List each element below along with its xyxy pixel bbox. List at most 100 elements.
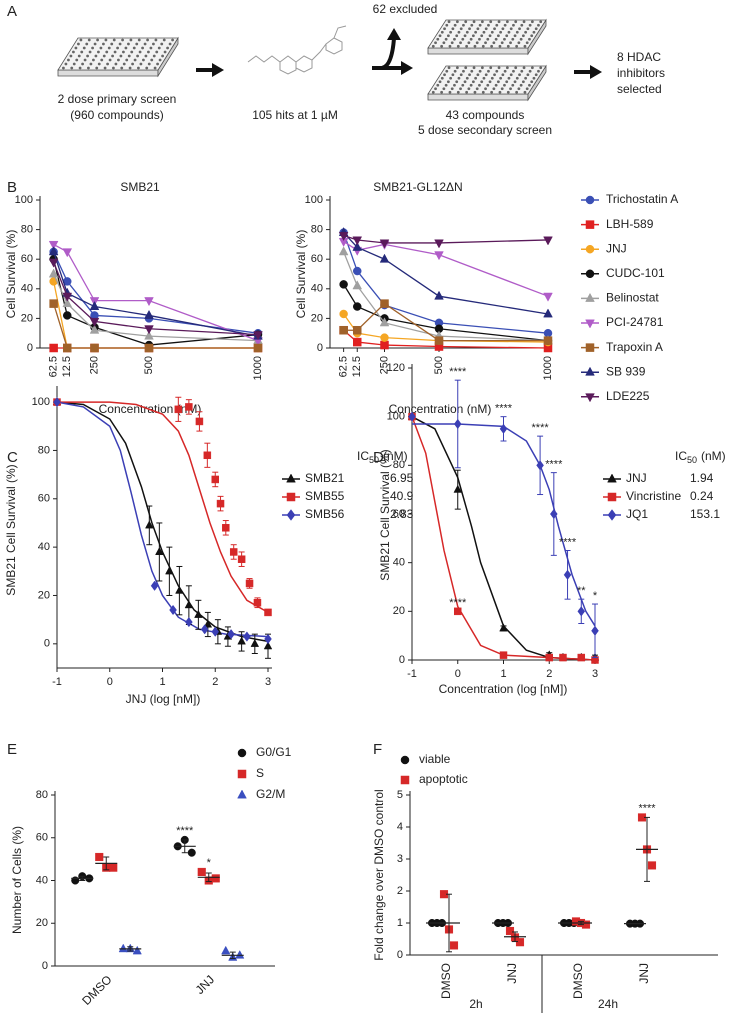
- plate-well: [498, 90, 502, 94]
- plate-well: [440, 44, 444, 48]
- plate-well: [86, 54, 89, 58]
- plate-side: [427, 93, 529, 101]
- panel-letter: D: [373, 449, 384, 466]
- plate-well: [72, 62, 76, 66]
- x-tick-label: JNJ: [505, 963, 519, 984]
- data-point: [253, 598, 262, 607]
- plate-well: [461, 37, 465, 41]
- y-tick-label: 100: [305, 194, 323, 206]
- plate-well: [142, 58, 145, 62]
- data-point: [543, 308, 553, 318]
- plate-well: [459, 87, 462, 91]
- data-point: [543, 336, 553, 345]
- plate-well: [464, 20, 468, 24]
- y-tick-label: 40: [38, 541, 50, 553]
- arrow-heads: [212, 28, 602, 79]
- plate-well: [505, 20, 509, 24]
- ic50-header-sub: 50: [687, 455, 697, 465]
- data-point: [194, 609, 203, 618]
- y-tick-label: 100: [15, 194, 33, 206]
- plate-well: [447, 66, 451, 70]
- data-point: [144, 297, 154, 307]
- plate-well: [505, 66, 509, 70]
- plate-well: [152, 54, 156, 58]
- x-tick-label: 250: [88, 356, 100, 374]
- plate-well: [539, 66, 543, 70]
- plate-well: [79, 38, 83, 42]
- plate-well: [507, 76, 511, 80]
- plate-well: [453, 83, 456, 87]
- plate-well: [463, 34, 467, 38]
- plate-well: [83, 58, 87, 62]
- legend-marker: [585, 343, 595, 352]
- data-point: [536, 460, 544, 471]
- data-point: [48, 246, 59, 256]
- plate-well: [530, 66, 534, 70]
- data-point: [577, 653, 586, 662]
- data-point: [243, 631, 251, 642]
- plate-well: [438, 34, 442, 38]
- plate-well: [442, 41, 446, 45]
- significance: ****: [638, 802, 656, 814]
- x-tick-label: 0: [455, 668, 461, 680]
- legend-label: Trapoxin A: [606, 340, 663, 354]
- plate-well: [127, 54, 131, 58]
- plate-well: [480, 80, 484, 84]
- data-point: [353, 325, 362, 335]
- fit-curve: [57, 401, 269, 614]
- plate-well: [130, 50, 134, 54]
- significance: *: [593, 590, 598, 602]
- plate-well: [442, 87, 446, 91]
- plate-well: [532, 30, 536, 34]
- plate-well: [448, 44, 452, 48]
- plate-well: [145, 66, 149, 70]
- legend-marker: [237, 748, 247, 758]
- data-point: [89, 301, 100, 311]
- plate-well: [87, 38, 91, 42]
- x-tick-label: 250: [378, 356, 390, 374]
- plate-well: [444, 37, 448, 41]
- plate-well: [111, 54, 114, 58]
- plate-well: [488, 34, 492, 38]
- plate-well: [153, 66, 157, 70]
- ic50-header: IC50 (nM): [675, 449, 726, 465]
- legend-label: LBH-589: [606, 217, 654, 231]
- y-tick-label: 20: [21, 312, 33, 324]
- plate-well: [475, 41, 479, 45]
- plate-well: [487, 23, 490, 27]
- plate-well: [511, 83, 515, 87]
- plate-well: [493, 27, 496, 31]
- plate-well: [453, 37, 456, 41]
- plate-well: [511, 37, 515, 41]
- plate-well: [168, 42, 172, 46]
- data-point: [499, 623, 508, 632]
- panel-letter: E: [7, 741, 17, 758]
- data-point: [144, 325, 154, 335]
- data-point: [165, 566, 174, 575]
- plate-well: [509, 41, 512, 45]
- legend-marker: [585, 269, 595, 279]
- y-tick-label: 60: [36, 832, 48, 844]
- ic50-value: 1.94: [690, 471, 714, 485]
- data-point: [169, 604, 177, 616]
- plate-well: [457, 76, 461, 80]
- plate-well: [467, 41, 471, 45]
- plate-well: [513, 80, 517, 84]
- plate-well: [104, 38, 108, 42]
- data-point: [499, 651, 508, 659]
- plate-well: [462, 69, 465, 73]
- data-point: [184, 600, 194, 609]
- plate-well: [534, 27, 538, 31]
- y-tick-label: 80: [393, 459, 405, 471]
- plate-well: [514, 66, 518, 70]
- legend-label: JNJ: [606, 241, 627, 255]
- chart-title: SMB21: [120, 180, 160, 194]
- plate-well: [105, 50, 109, 54]
- plate-well: [451, 27, 455, 31]
- plate-well: [514, 20, 518, 24]
- plate-well: [474, 30, 478, 34]
- plate-well: [492, 87, 496, 91]
- data-point: [49, 343, 58, 353]
- plate-well: [449, 30, 453, 34]
- legend-label: CUDC-101: [606, 266, 665, 280]
